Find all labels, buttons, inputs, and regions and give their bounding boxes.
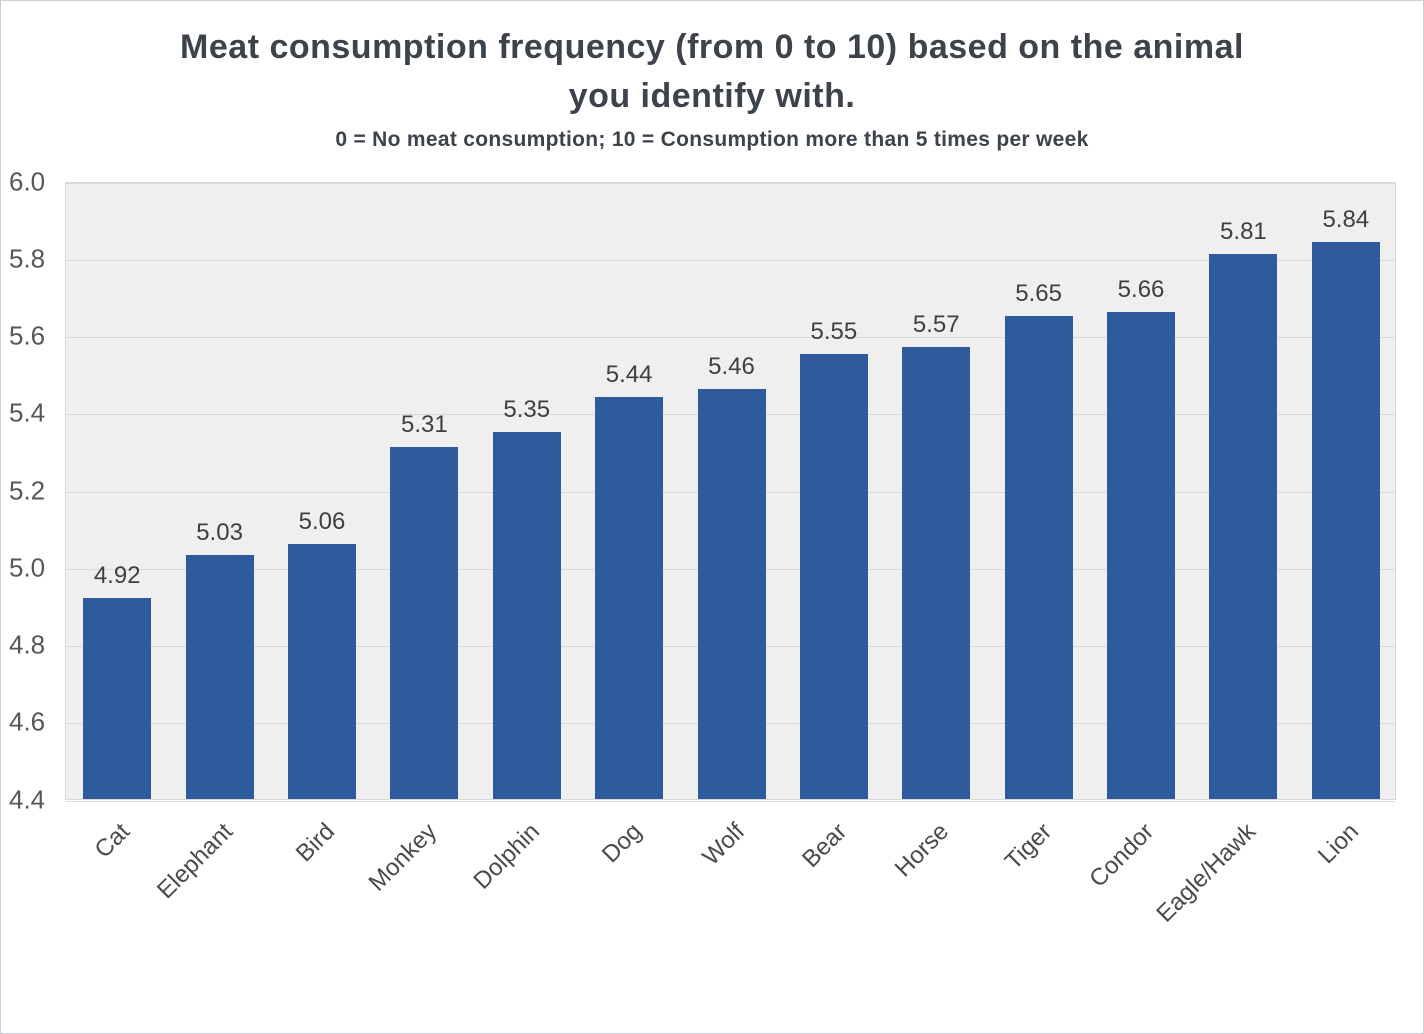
x-tick-label: Cat — [89, 817, 136, 864]
bar-value-label: 5.03 — [196, 519, 243, 547]
bar-value-label: 5.35 — [503, 395, 551, 423]
bar — [492, 431, 561, 799]
x-axis-labels: Cat Elephant Bird Monkey Dolphin Dog Wolf Bear H… — [65, 800, 1396, 1020]
bar — [1107, 311, 1176, 799]
chart-area: 4.92 5.03 5.06 5.31 5.35 5.44 5.46 5.55 5.57 5.65… — [1, 166, 1423, 1022]
bar-value-label: 5.66 — [1117, 275, 1165, 303]
gridline — [66, 337, 1395, 339]
y-tick-label: 5.0 — [9, 552, 46, 583]
bar — [390, 447, 459, 799]
chart-subtitle: 0 = No meat consumption; 10 = Consumptio… — [335, 127, 1089, 151]
bar-value-label: 5.44 — [605, 360, 653, 388]
bar-value-label: 5.65 — [1015, 279, 1062, 307]
bar — [287, 543, 356, 799]
bar-value-label: 5.31 — [400, 411, 448, 439]
gridline — [66, 259, 1395, 261]
bar — [1209, 253, 1278, 799]
y-tick-label: 4.4 — [9, 784, 46, 815]
gridline — [66, 182, 1395, 184]
bar-value-label: 4.92 — [93, 561, 141, 589]
y-tick-label: 5.2 — [9, 475, 46, 506]
bar — [83, 597, 152, 799]
bar — [595, 396, 664, 799]
y-tick-label: 5.6 — [9, 320, 46, 351]
bar-value-label: 5.55 — [810, 318, 858, 346]
y-tick-label: 6.0 — [9, 166, 46, 197]
bar — [1004, 315, 1073, 799]
bar — [697, 389, 766, 799]
bar-value-label: 5.84 — [1322, 206, 1370, 234]
y-tick-label: 4.8 — [9, 629, 46, 660]
bar — [799, 354, 868, 799]
bar-value-label: 5.81 — [1220, 217, 1267, 245]
y-tick-label: 5.8 — [9, 243, 46, 274]
gridline — [66, 800, 1395, 802]
y-tick-label: 5.4 — [9, 397, 46, 428]
chart-title: Meat consumption frequency (from 0 to 10… — [180, 28, 1244, 116]
bar — [1311, 242, 1380, 799]
bar-value-label: 5.06 — [298, 507, 346, 535]
bar — [902, 346, 971, 799]
y-tick-label: 4.6 — [9, 706, 46, 737]
bar-value-label: 5.46 — [708, 353, 755, 381]
bar — [185, 555, 254, 799]
plot-area: 4.92 5.03 5.06 5.31 5.35 5.44 5.46 5.55 5.57 5.65… — [65, 181, 1396, 802]
bar-value-label: 5.57 — [912, 310, 960, 338]
